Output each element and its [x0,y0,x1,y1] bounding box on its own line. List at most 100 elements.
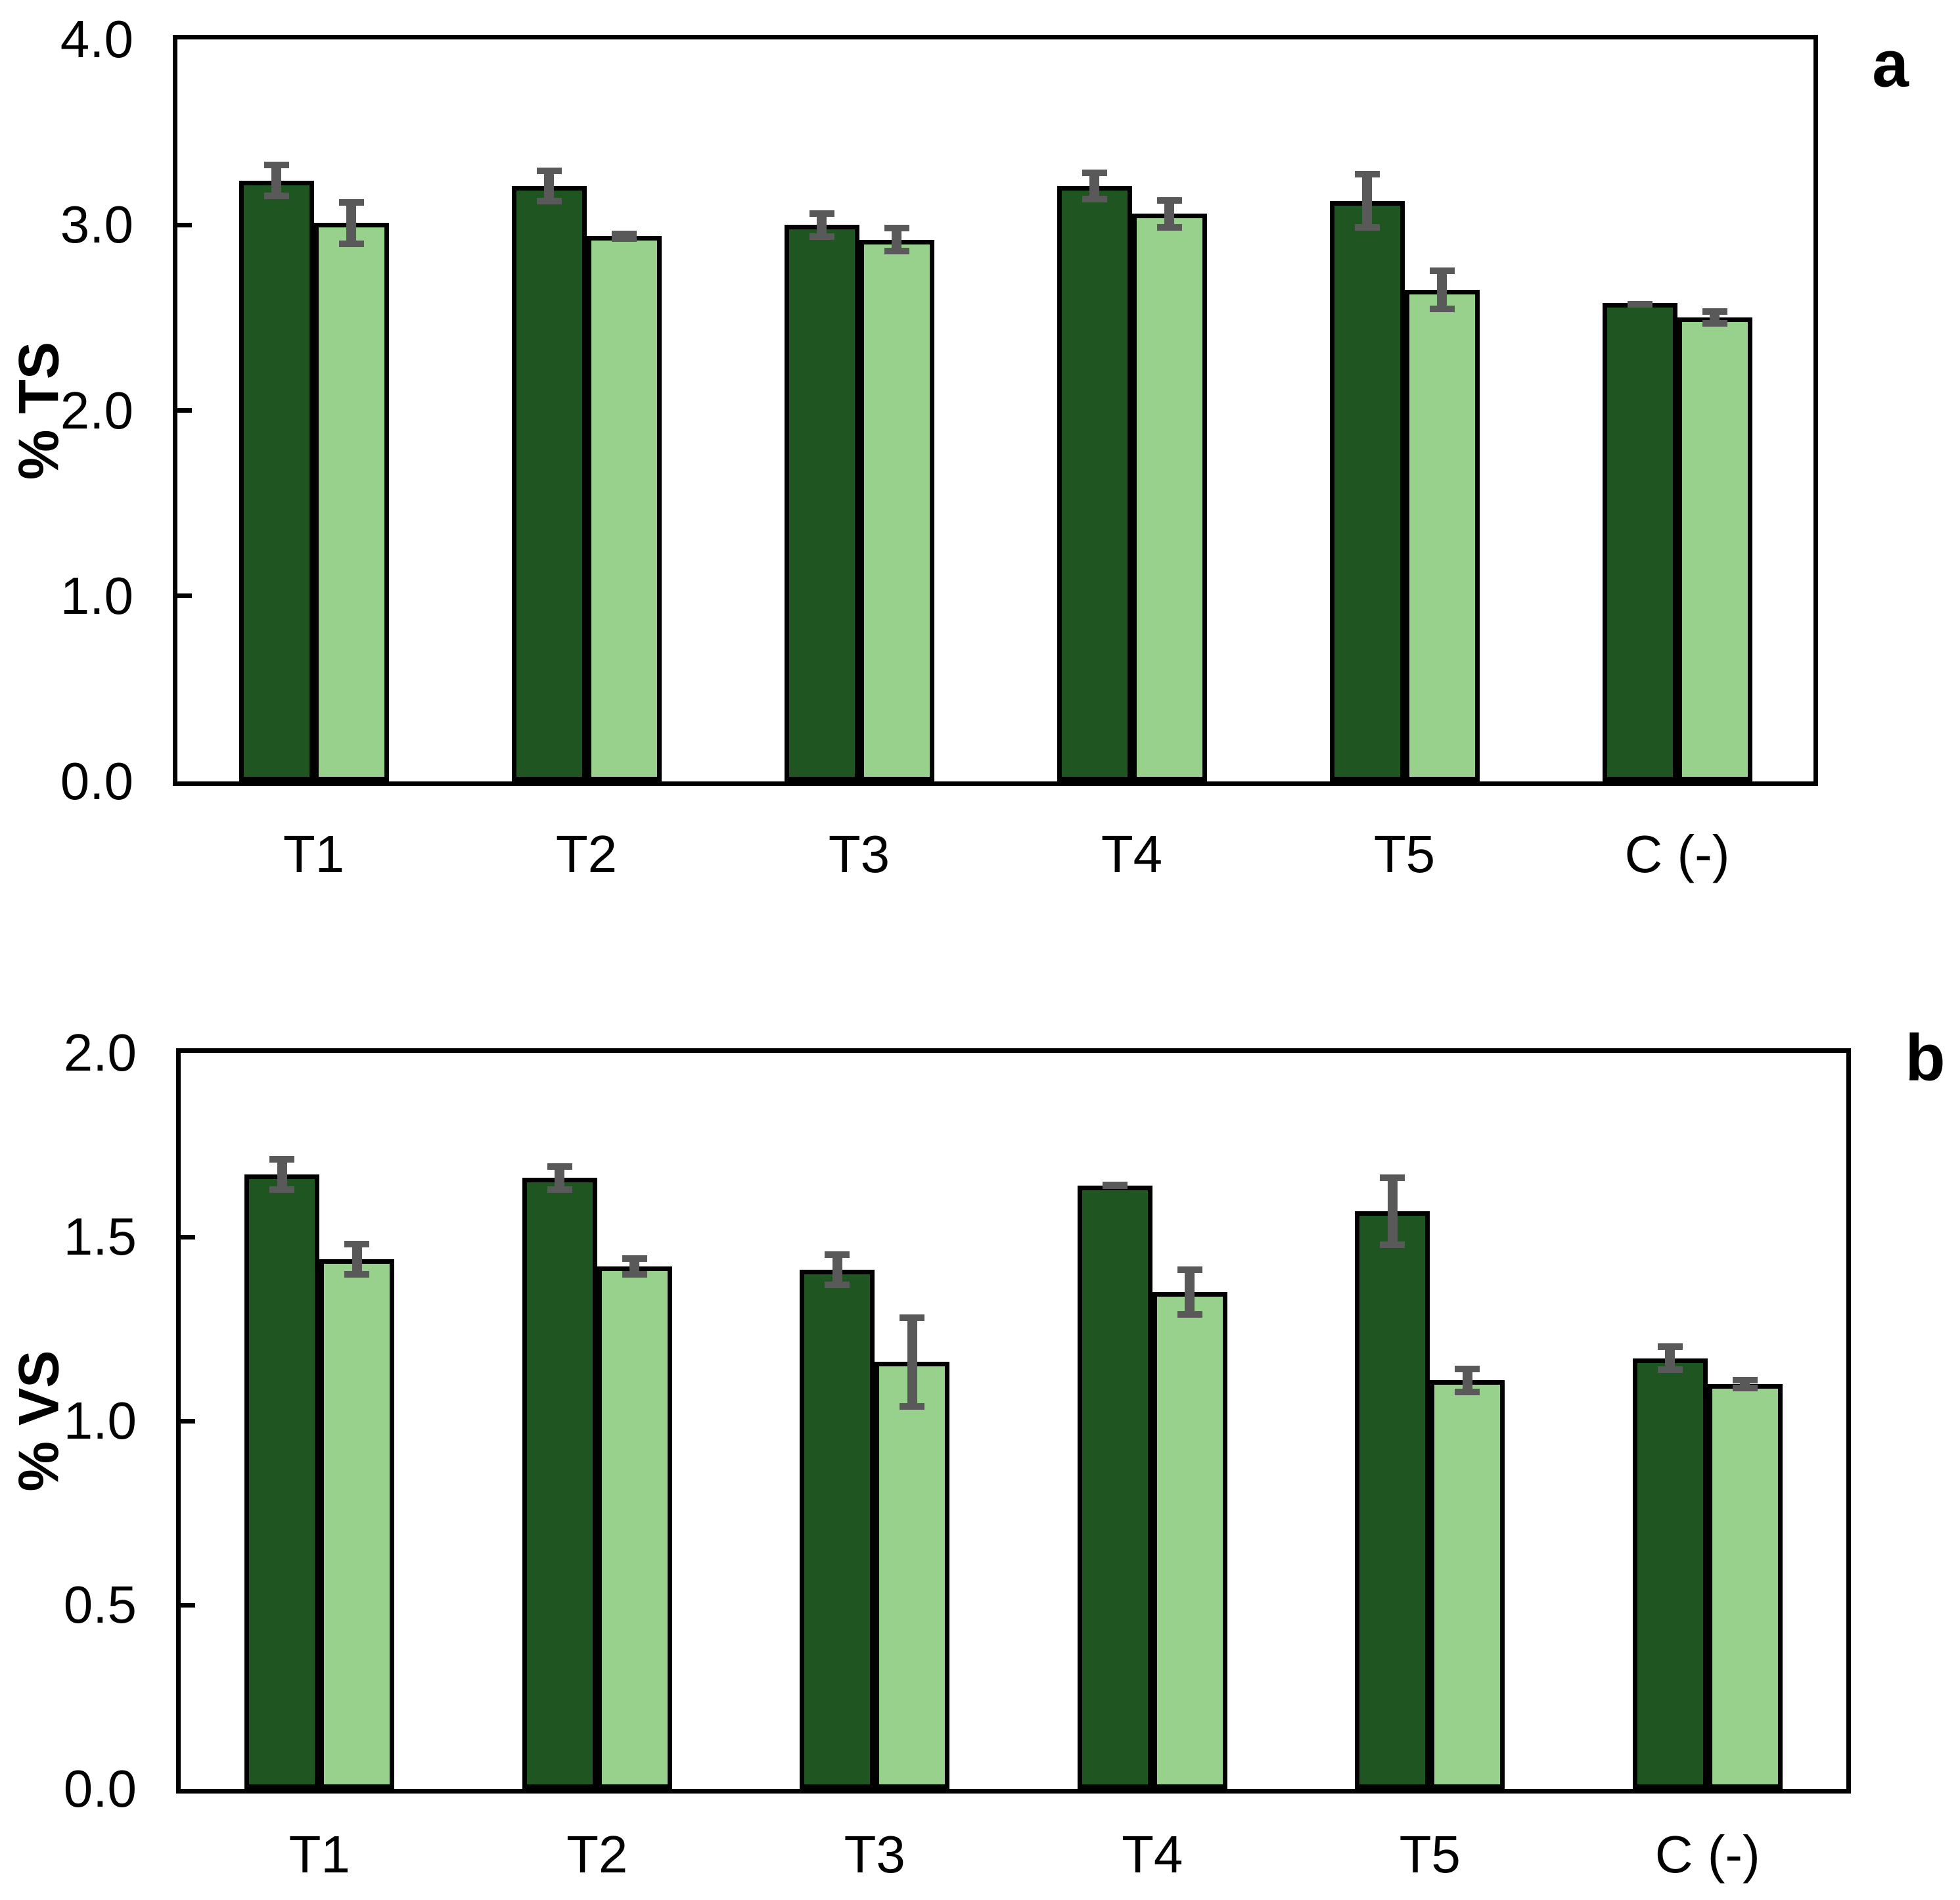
plot-area-a [173,35,1818,786]
y-tick-mark [177,593,192,599]
error-bar-bottom-cap [536,198,562,205]
error-bar-bottom-cap [825,1282,850,1289]
error-bar-top-cap [1702,308,1727,315]
error-bar [269,1155,295,1193]
error-bar-bottom-cap [1627,300,1652,308]
error-bar-bottom-cap [1082,196,1107,203]
error-bar-bottom-cap [1455,1388,1480,1395]
error-bar-line [1362,174,1372,228]
error-bar [344,1240,370,1278]
x-category-label: T4 [1122,1825,1183,1884]
bar-c-dark_green_bars [1632,1358,1708,1789]
error-bar-line [1462,1368,1472,1393]
error-bar-line [346,201,356,245]
x-category-label: T1 [288,1825,350,1884]
error-bar [1380,1174,1405,1248]
error-bar-line [832,1254,842,1286]
error-bar-line [892,227,901,252]
error-bar-bottom-cap [1156,223,1182,231]
bar-t1-light_green_bars [313,223,389,781]
error-bar-top-cap [536,167,562,174]
bar-t3-light_green_bars [875,1362,950,1789]
error-bar [1455,1366,1480,1395]
y-tick-mark [177,408,192,413]
error-bar-bottom-cap [1702,320,1727,327]
bar-c-light_green_bars [1677,317,1752,781]
error-bar-top-cap [1354,171,1380,178]
error-bar-top-cap [825,1251,850,1259]
y-tick-label: 4.0 [60,10,133,68]
error-bar [263,162,289,199]
error-bar [1156,197,1182,231]
error-bar-line [907,1316,917,1408]
error-bar-bottom-cap [344,1270,370,1278]
bar-t4-dark_green_bars [1057,185,1132,781]
x-category-label: T5 [1373,825,1436,883]
error-bar [809,210,834,240]
error-bar-line [817,212,827,237]
error-bar [1657,1343,1683,1374]
y-tick-label: 3.0 [60,195,133,254]
error-bar [825,1251,850,1289]
plot-area-b [176,1048,1851,1794]
y-tick-label: 0.0 [63,1759,137,1818]
x-category-label: T2 [566,1825,628,1884]
error-bar-top-cap [884,225,909,232]
error-bar [1177,1266,1202,1318]
error-bar-top-cap [1380,1174,1405,1181]
error-bar [536,167,562,205]
x-category-label: T1 [283,825,345,883]
error-bar [611,230,637,242]
bar-t2-light_green_bars [586,236,662,781]
error-bar [1702,308,1727,327]
error-bar-line [555,1166,565,1190]
y-tick-label: 2.0 [60,381,133,440]
panel-letter-a: a [1872,27,1909,101]
error-bar-bottom-cap [1429,305,1455,312]
error-bar-top-cap [1429,267,1455,275]
y-tick-mark [181,1234,195,1240]
error-bar [338,198,364,248]
y-tick-mark [181,1602,195,1608]
error-bar-top-cap [269,1155,295,1163]
error-bar-line [544,170,554,202]
error-bar-top-cap [1657,1343,1683,1351]
error-bar [547,1163,572,1193]
error-bar-bottom-cap [263,192,289,199]
error-bar [884,225,909,255]
y-tick-mark [177,222,192,227]
error-bar-top-cap [900,1314,925,1321]
error-bar [1082,169,1107,203]
error-bar-top-cap [809,210,834,217]
error-bar-bottom-cap [884,248,909,255]
x-category-label: T5 [1399,1825,1461,1884]
x-category-label: T3 [828,825,890,883]
x-category-label: T3 [844,1825,905,1884]
bar-t1-dark_green_bars [244,1174,320,1789]
y-tick-label: 2.0 [63,1023,137,1082]
y-tick-mark [181,1418,195,1424]
bar-t3-light_green_bars [859,239,934,781]
error-bar-bottom-cap [809,233,834,240]
error-bar-line [277,1158,287,1190]
bar-t1-light_green_bars [319,1259,395,1789]
error-bar-bottom-cap [269,1186,295,1193]
error-bar-top-cap [1177,1266,1202,1273]
y-tick-label: 0.5 [63,1575,137,1634]
error-bar [1429,267,1455,312]
bar-t5-dark_green_bars [1355,1211,1430,1789]
error-bar-top-cap [263,162,289,169]
panel-letter-b: b [1905,1021,1946,1095]
error-bar-bottom-cap [1354,223,1380,231]
error-bar-bottom-cap [611,235,637,242]
bar-t4-light_green_bars [1131,214,1207,781]
error-bar-bottom-cap [547,1186,572,1193]
error-bar [1354,171,1380,231]
y-tick-label: 1.0 [63,1391,137,1450]
bar-t5-light_green_bars [1430,1380,1505,1789]
error-bar-bottom-cap [1380,1241,1405,1248]
error-bar-top-cap [1732,1376,1758,1383]
error-bar [622,1255,647,1278]
y-tick-label: 0.0 [60,752,133,810]
